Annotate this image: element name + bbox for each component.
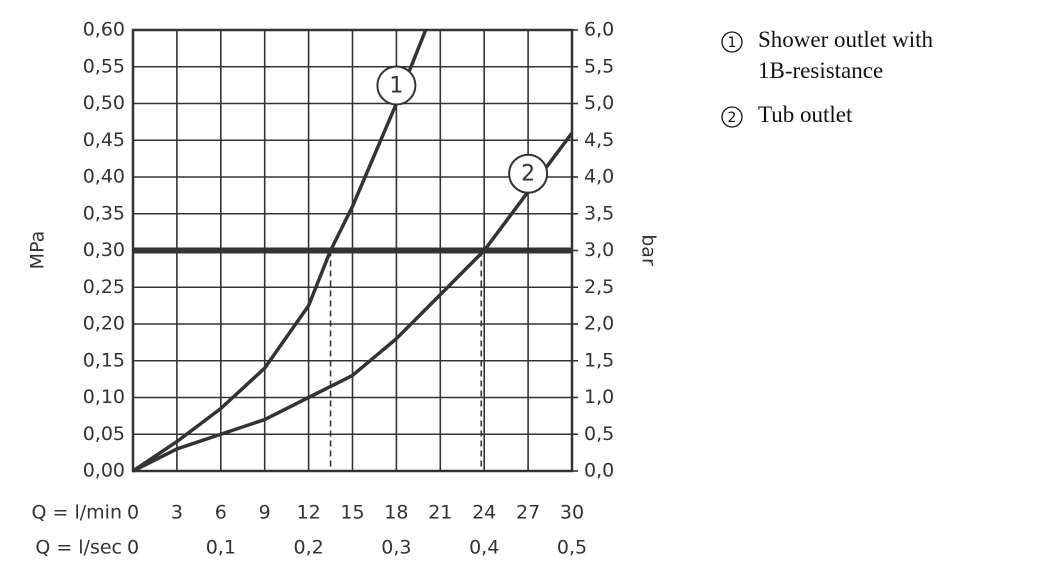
y-tick-label: 0,20 xyxy=(83,313,125,335)
y-tick-label: 0,50 xyxy=(83,92,125,114)
x2-tick-label: 0 xyxy=(127,537,139,559)
x-axis-label: Q = l/min xyxy=(32,502,122,524)
curve-label-circle xyxy=(508,153,549,194)
y2-tick-label: 0,0 xyxy=(584,460,614,482)
x2-tick-label: 0,5 xyxy=(557,537,587,559)
x2-axis-label: Q = l/sec xyxy=(35,537,122,559)
legend-marker: 2 xyxy=(728,110,737,126)
y2-tick-label: 2,5 xyxy=(584,276,614,298)
y2-tick-label: 4,5 xyxy=(584,129,614,151)
legend-marker-circle xyxy=(721,106,743,128)
legend-marker-circle xyxy=(721,31,743,53)
y2-tick-label: 0,5 xyxy=(584,423,614,445)
y2-tick-label: 1,5 xyxy=(584,349,614,371)
y-tick-label: 0,35 xyxy=(83,202,125,224)
y2-tick-label: 5,0 xyxy=(584,92,614,114)
curve-label: 2 xyxy=(521,162,535,187)
x-tick-label: 21 xyxy=(428,502,452,524)
x-tick-label: 30 xyxy=(560,502,584,524)
legend-entry: Shower outlet with 1B-resistance xyxy=(758,27,934,83)
y2-tick-label: 3,0 xyxy=(584,239,614,261)
y2-tick-label: 3,5 xyxy=(584,202,614,224)
y-tick-label: 0,45 xyxy=(83,129,125,151)
y2-tick-label: 4,0 xyxy=(584,166,614,188)
y-axis-label: MPa xyxy=(27,231,49,270)
y-tick-label: 0,00 xyxy=(83,460,125,482)
x-tick-label: 3 xyxy=(171,502,183,524)
x2-tick-label: 0,1 xyxy=(206,537,236,559)
y2-tick-label: 5,5 xyxy=(584,55,614,77)
x-tick-label: 24 xyxy=(472,502,496,524)
x2-tick-label: 0,4 xyxy=(469,537,499,559)
y-tick-label: 0,15 xyxy=(83,349,125,371)
x-tick-label: 27 xyxy=(516,502,540,524)
x-tick-label: 6 xyxy=(215,502,227,524)
x2-tick-label: 0,2 xyxy=(293,537,323,559)
legend-marker: 1 xyxy=(728,35,737,51)
y2-tick-label: 1,0 xyxy=(584,386,614,408)
y2-tick-label: 6,0 xyxy=(584,19,614,41)
curve-label-circle xyxy=(376,65,417,106)
x-tick-label: 18 xyxy=(384,502,408,524)
y-tick-label: 0,60 xyxy=(83,19,125,41)
x-tick-label: 0 xyxy=(127,502,139,524)
x2-tick-label: 0,3 xyxy=(381,537,411,559)
curve xyxy=(132,131,574,473)
y-tick-label: 0,40 xyxy=(83,166,125,188)
y-tick-label: 0,25 xyxy=(83,276,125,298)
x-tick-label: 15 xyxy=(340,502,364,524)
y2-tick-label: 2,0 xyxy=(584,313,614,335)
y-tick-label: 0,55 xyxy=(83,55,125,77)
y-tick-label: 0,10 xyxy=(83,386,125,408)
curve-label: 1 xyxy=(389,74,403,99)
x-tick-label: 12 xyxy=(297,502,321,524)
x-tick-label: 9 xyxy=(259,502,271,524)
curve xyxy=(132,29,428,473)
y-tick-label: 0,30 xyxy=(83,239,125,261)
y2-axis-label: bar xyxy=(638,234,660,266)
y-tick-label: 0,05 xyxy=(83,423,125,445)
legend-entry: Tub outlet xyxy=(758,102,853,127)
